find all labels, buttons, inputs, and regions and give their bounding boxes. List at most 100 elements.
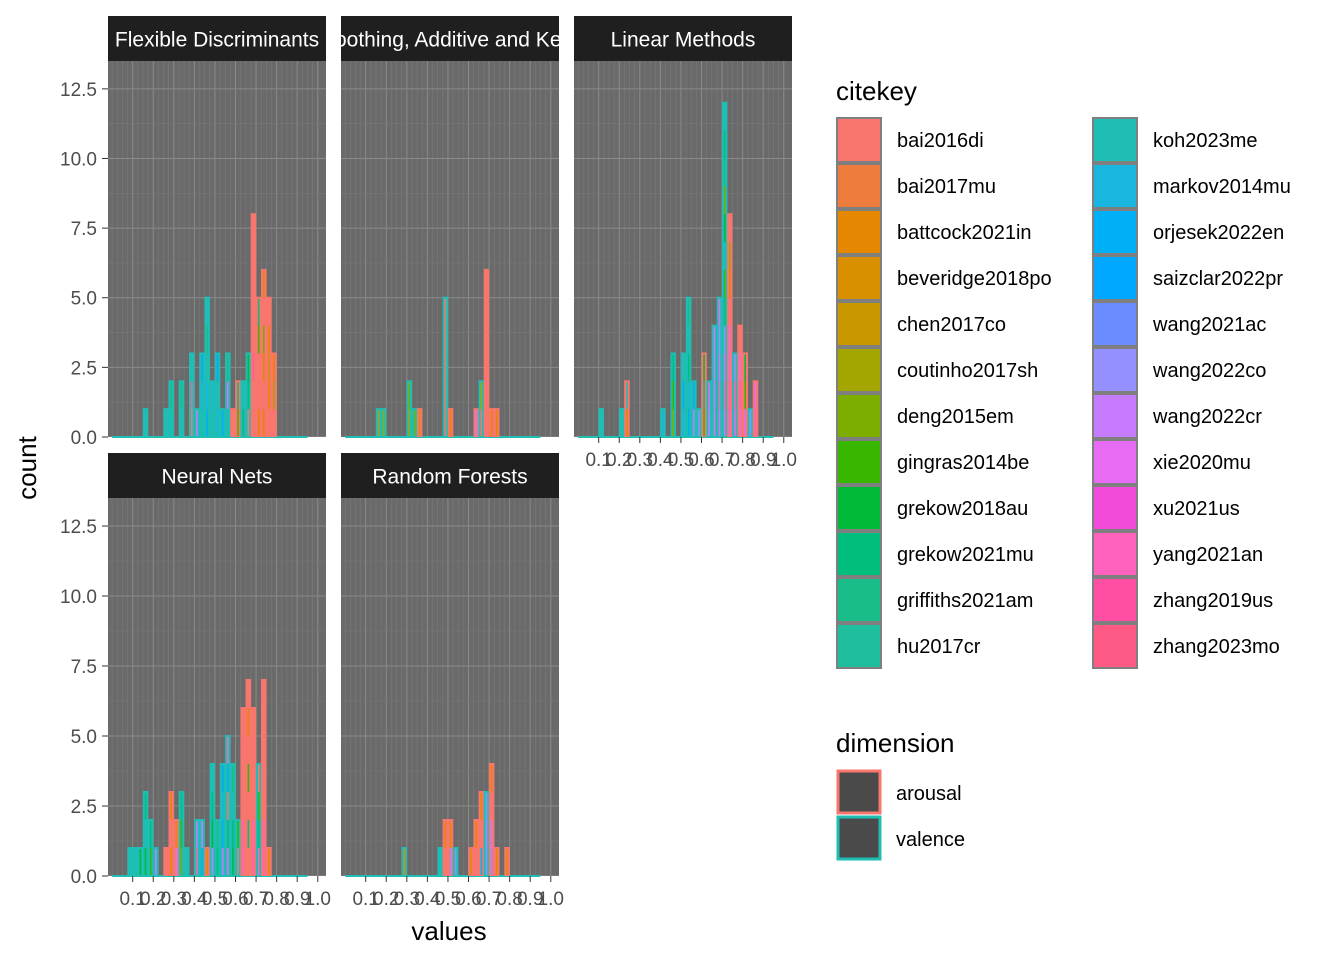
histogram-segment xyxy=(262,409,266,437)
histogram-segment xyxy=(236,381,240,410)
legend-item-label: gingras2014be xyxy=(897,452,1029,474)
histogram-bar xyxy=(701,352,707,437)
legend-title: dimension xyxy=(836,728,955,758)
legend-item-label: xie2020mu xyxy=(1153,452,1251,474)
histogram-segment xyxy=(205,353,210,382)
legend-item: bai2016di xyxy=(836,117,984,163)
facet-strip-label: Smoothing, Additive and Kernel xyxy=(303,29,596,52)
histogram-segment xyxy=(686,353,691,382)
x-tick-label: 0.1 xyxy=(585,450,611,471)
histogram-bar xyxy=(447,408,454,437)
histogram-segment xyxy=(246,848,251,876)
histogram-segment xyxy=(210,381,215,410)
histogram-bar xyxy=(660,408,666,437)
histogram-segment xyxy=(625,409,629,437)
histogram-bar xyxy=(153,847,159,876)
histogram-bar xyxy=(685,296,692,437)
legend-key-swatch xyxy=(836,439,882,485)
x-tick-label: 0.2 xyxy=(373,889,399,910)
histogram-segment xyxy=(707,381,711,410)
legend-item-label: bai2016di xyxy=(897,130,984,152)
histogram-segment xyxy=(686,325,691,354)
y-tick-label: 2.5 xyxy=(71,797,97,818)
histogram-segment xyxy=(671,381,676,410)
legend-key-swatch xyxy=(836,117,882,163)
legend-key-swatch xyxy=(836,163,882,209)
histogram-bar xyxy=(199,352,205,437)
legend-item-label: zhang2023mo xyxy=(1153,636,1280,658)
legend-item-label: koh2023me xyxy=(1153,130,1258,152)
histogram-bar xyxy=(375,408,382,437)
histogram-segment xyxy=(722,130,727,159)
strip-label-group: Flexible Discriminants xyxy=(115,29,319,52)
histogram-segment xyxy=(215,820,220,848)
histogram-bar xyxy=(137,847,144,876)
legend-item: xie2020mu xyxy=(1092,439,1251,485)
histogram-segment xyxy=(484,269,489,298)
x-tick-label: 0.7 xyxy=(709,450,735,471)
legend-item: orjesek2022en xyxy=(1092,209,1284,255)
histogram-segment xyxy=(484,848,489,876)
histogram-bar xyxy=(752,380,759,437)
histogram-segment xyxy=(251,214,256,243)
legend-item: battcock2021in xyxy=(836,209,1032,255)
legend-item-label: wang2021ac xyxy=(1152,314,1266,336)
facet-panel: Neural Nets 0.0 2.5 5.0 7.5 10.0 12.5 0.10.20.3… xyxy=(60,453,331,910)
histogram-segment xyxy=(148,820,153,848)
histogram-bar xyxy=(488,408,495,437)
histogram-segment xyxy=(231,792,235,820)
histogram-segment xyxy=(226,353,230,382)
legend-key-swatch xyxy=(1092,577,1138,623)
histogram-segment xyxy=(267,848,271,876)
histogram-segment xyxy=(246,792,251,820)
legend-item-label: deng2015em xyxy=(897,406,1014,428)
histogram-segment xyxy=(722,186,727,215)
histogram-segment xyxy=(438,848,443,876)
histogram-segment xyxy=(738,381,742,410)
histogram-segment xyxy=(241,820,245,848)
histogram-segment xyxy=(231,409,235,437)
histogram-bar xyxy=(473,819,479,876)
histogram-segment xyxy=(686,297,691,326)
histogram-segment xyxy=(251,409,256,437)
histogram-segment xyxy=(381,409,386,437)
histogram-bar xyxy=(142,791,149,876)
histogram-segment xyxy=(443,353,448,382)
histogram-segment xyxy=(226,820,230,848)
x-tick-label: 1.0 xyxy=(538,889,564,910)
histogram-bar xyxy=(230,408,236,437)
histogram-segment xyxy=(210,848,215,876)
histogram-bar xyxy=(483,791,490,876)
legend-item: zhang2023mo xyxy=(1092,623,1280,669)
histogram-segment xyxy=(479,409,484,437)
histogram-bar xyxy=(416,408,423,437)
bars-layer xyxy=(598,101,759,437)
histogram-segment xyxy=(262,325,266,354)
histogram-segment xyxy=(174,848,179,876)
histogram-bar xyxy=(406,380,413,437)
legend-item: coutinho2017sh xyxy=(836,347,1038,393)
legend-item-label: markov2014mu xyxy=(1153,176,1291,198)
histogram-segment xyxy=(215,353,220,382)
facet-panel: Random Forests 0.10.20.30.40.50.60.70.80.… xyxy=(341,453,564,910)
histogram-segment xyxy=(256,848,261,876)
histogram-bar xyxy=(147,819,154,876)
histogram-segment xyxy=(743,353,747,382)
x-tick-label: 0.2 xyxy=(140,889,166,910)
histogram-segment xyxy=(702,409,706,437)
histogram-segment xyxy=(717,353,722,382)
histogram-bar xyxy=(670,352,677,437)
histogram-segment xyxy=(179,848,184,876)
histogram-segment xyxy=(262,792,266,820)
histogram-segment xyxy=(717,297,722,326)
histogram-segment xyxy=(272,409,276,437)
facet-strip-label: Linear Methods xyxy=(611,29,756,52)
histogram-segment xyxy=(236,409,240,437)
legend-item-label: coutinho2017sh xyxy=(897,360,1038,382)
histogram-segment xyxy=(164,409,168,437)
legend-item: valence xyxy=(836,815,965,861)
histogram-segment xyxy=(686,409,691,437)
histogram-segment xyxy=(489,848,494,876)
histogram-segment xyxy=(728,269,732,298)
